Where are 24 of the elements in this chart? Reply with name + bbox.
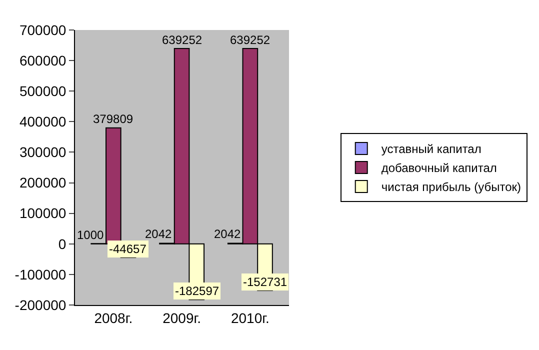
legend-label: чистая прибыль (убыток) xyxy=(381,180,522,194)
x-tick-label: 2009г. xyxy=(162,310,202,326)
y-tick-label: -200000 xyxy=(14,296,66,313)
data-label: 639252 xyxy=(230,33,270,47)
y-tick-label: 700000 xyxy=(19,22,66,38)
y-tick-label: 300000 xyxy=(19,144,66,160)
x-tick-label: 2010г. xyxy=(230,310,270,326)
data-label: 639252 xyxy=(162,33,202,47)
y-tick-label: 500000 xyxy=(19,83,66,100)
legend-label: добавочный капитал xyxy=(381,161,497,176)
data-label: -152731 xyxy=(243,275,288,289)
legend-label: уставный капитал xyxy=(381,142,482,156)
data-label: 2042 xyxy=(214,227,242,241)
data-label: 1000 xyxy=(77,228,104,242)
y-tick-label: 400000 xyxy=(19,114,66,130)
y-tick-label: 100000 xyxy=(19,205,66,222)
y-tick-label: 600000 xyxy=(19,52,66,68)
y-tick-label: -100000 xyxy=(14,266,66,282)
data-label: -182597 xyxy=(175,284,220,298)
y-tick-label: 200000 xyxy=(19,174,66,191)
y-tick-label: 0 xyxy=(58,236,66,252)
x-tick-label: 2008г. xyxy=(94,310,133,326)
data-label: 2042 xyxy=(145,227,172,241)
data-label: 379809 xyxy=(93,112,134,126)
